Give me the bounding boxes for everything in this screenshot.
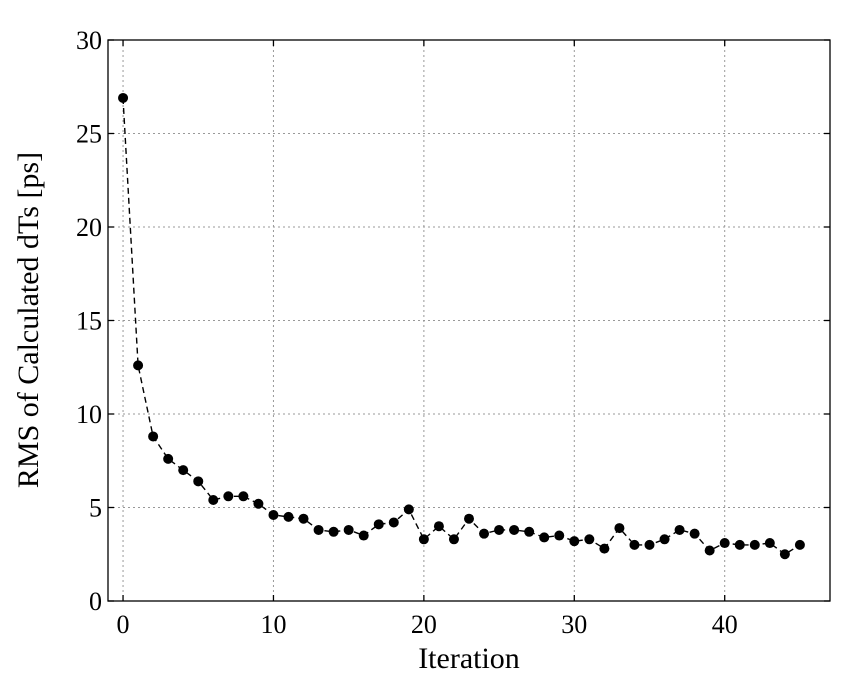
data-point: [749, 539, 760, 550]
y-tick-label: 20: [76, 213, 102, 242]
data-point: [704, 545, 715, 556]
data-point: [554, 530, 565, 541]
data-point: [253, 498, 264, 509]
data-point: [148, 431, 159, 442]
data-point: [223, 491, 234, 502]
x-tick-labels: 0 10 20 30 40: [117, 610, 738, 639]
data-point: [584, 534, 595, 545]
data-point: [208, 495, 219, 506]
x-tick-label: 40: [712, 610, 738, 639]
data-point: [479, 528, 490, 539]
series: [122, 97, 801, 556]
data-point: [539, 532, 550, 543]
data-point: [448, 534, 459, 545]
data-point: [674, 524, 685, 535]
y-tick-label: 10: [76, 400, 102, 429]
data-points: [118, 92, 805, 560]
data-point: [794, 539, 805, 550]
data-point: [629, 539, 640, 550]
x-tick-label: 20: [411, 610, 437, 639]
grid: [108, 40, 830, 601]
data-point: [524, 526, 535, 537]
series-line: [122, 97, 801, 556]
x-axis-label: Iteration: [418, 642, 520, 673]
data-point: [614, 523, 625, 534]
data-point: [373, 519, 384, 530]
data-point: [433, 521, 444, 532]
data-point: [388, 517, 399, 528]
data-point: [268, 509, 279, 520]
data-point: [659, 534, 670, 545]
data-point: [403, 504, 414, 515]
data-point: [238, 491, 249, 502]
data-point: [313, 524, 324, 535]
y-tick-label: 5: [89, 494, 102, 523]
data-point: [133, 360, 144, 371]
data-point: [298, 513, 309, 524]
x-tick-label: 0: [117, 610, 130, 639]
data-point: [494, 524, 505, 535]
data-point: [719, 538, 730, 549]
y-axis-label: RMS of Calculated dTs [ps]: [12, 152, 45, 488]
data-point: [178, 465, 189, 476]
data-point: [464, 513, 474, 524]
data-point: [779, 549, 790, 560]
x-tick-label: 10: [260, 610, 286, 639]
data-point: [343, 524, 354, 535]
data-point: [118, 92, 129, 103]
y-tick-label: 15: [76, 307, 102, 336]
ticks: [108, 39, 830, 602]
y-tick-label: 25: [76, 120, 102, 149]
data-point: [328, 526, 339, 537]
data-point: [193, 476, 204, 487]
y-tick-labels: 0 5 10 15 20 25 30: [76, 26, 102, 616]
y-tick-label: 30: [76, 26, 102, 55]
data-point: [644, 539, 655, 550]
data-point: [569, 536, 580, 547]
data-point: [689, 528, 700, 539]
y-tick-label: 0: [89, 587, 102, 616]
data-point: [283, 511, 294, 522]
data-point: [764, 538, 775, 549]
data-point: [734, 539, 745, 550]
data-point: [418, 534, 429, 545]
data-point: [358, 530, 369, 541]
x-tick-label: 30: [561, 610, 587, 639]
data-point: [163, 453, 174, 464]
data-point: [509, 524, 520, 535]
data-point: [599, 543, 610, 554]
